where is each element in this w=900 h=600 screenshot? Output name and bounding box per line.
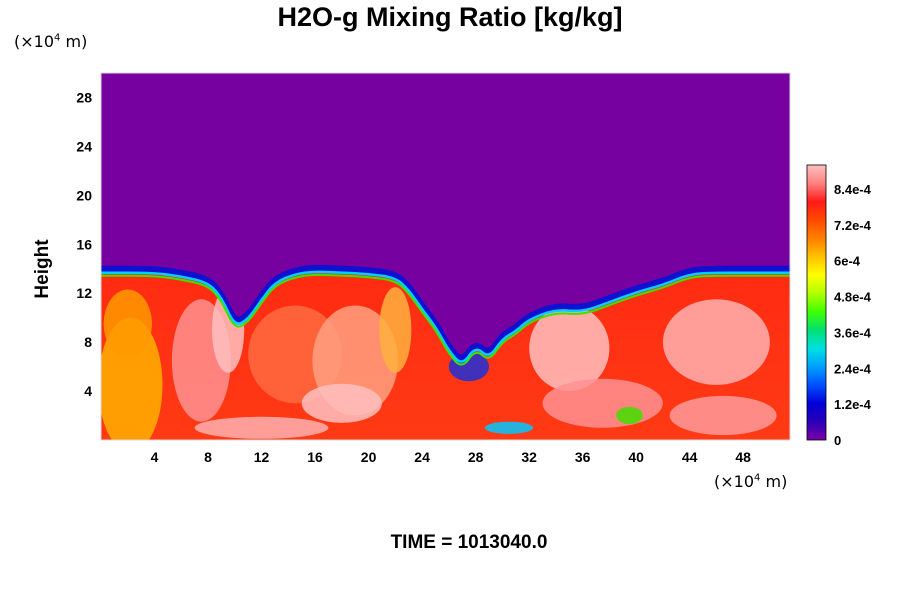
- warm-column-upper: [103, 289, 152, 359]
- right-far: [662, 299, 770, 385]
- colorbar-ticks: 0 1.2e-4 2.4e-4 3.6e-4 4.8e-4 6e-4 7.2e-4 8.4e-…: [834, 182, 872, 448]
- chart-title: H2O-g Mixing Ratio [kg/kg]: [277, 2, 623, 32]
- time-label: TIME = 1013040.0: [390, 532, 548, 553]
- moist-boundary-blue: [101, 264, 790, 361]
- plume-edge-orange: [379, 287, 412, 373]
- x-tick-label: 8: [204, 449, 212, 465]
- moist-boundary-cyan: [101, 270, 790, 363]
- dry-surface-patch: [484, 421, 534, 434]
- y-tick-label: 20: [76, 187, 92, 203]
- x-tick-label: 24: [414, 449, 430, 465]
- colorbar-tick-label: 2.4e-4: [834, 361, 872, 376]
- surface-band-left: [194, 416, 329, 439]
- y-tick-label: 8: [84, 334, 92, 350]
- y-axis-ticks: 4 8 12 16 20 24 28: [76, 89, 92, 399]
- x-tick-label: 32: [521, 449, 537, 465]
- colorbar-tick-label: 7.2e-4: [834, 218, 872, 233]
- colorbar-tick-label: 1.2e-4: [834, 397, 872, 412]
- y-tick-label: 16: [76, 236, 92, 252]
- x-tick-label: 12: [254, 449, 270, 465]
- y-tick-label: 12: [76, 285, 92, 301]
- central-swirl: [301, 383, 382, 423]
- x-tick-label: 16: [307, 449, 323, 465]
- x-tick-label: 40: [628, 449, 644, 465]
- colorbar-tick-label: 8.4e-4: [834, 182, 872, 197]
- y-tick-label: 4: [84, 383, 92, 399]
- plot-frame: [100, 72, 791, 441]
- plot-area: [101, 73, 790, 440]
- dry-region: [101, 73, 790, 358]
- x-tick-label: 36: [575, 449, 591, 465]
- right-plume: [529, 305, 610, 392]
- x-tick-label: 20: [361, 449, 377, 465]
- x-axis-unit: (×104 m): [714, 472, 788, 491]
- colorbar-tick-label: 4.8e-4: [834, 290, 872, 305]
- green-eddy: [616, 406, 643, 425]
- surface-band-right: [669, 395, 777, 436]
- colorbar: [806, 164, 827, 441]
- x-tick-label: 44: [682, 449, 698, 465]
- x-tick-label: 4: [151, 449, 159, 465]
- x-axis-ticks: 4 8 12 16 20 24 28 32 36 40 44 48: [151, 449, 752, 465]
- y-tick-label: 28: [76, 89, 92, 105]
- colorbar-tick-label: 6e-4: [834, 254, 861, 269]
- x-tick-label: 48: [735, 449, 751, 465]
- colorbar-tick-label: 3.6e-4: [834, 325, 872, 340]
- moist-boundary-green: [101, 273, 790, 366]
- y-tick-label: 24: [76, 138, 92, 154]
- colorbar-tick-label: 0: [834, 433, 841, 448]
- field-blobs: [101, 287, 777, 440]
- x-tick-label: 28: [468, 449, 484, 465]
- y-axis-unit: (×104 m): [14, 32, 88, 51]
- right-lower: [542, 378, 663, 428]
